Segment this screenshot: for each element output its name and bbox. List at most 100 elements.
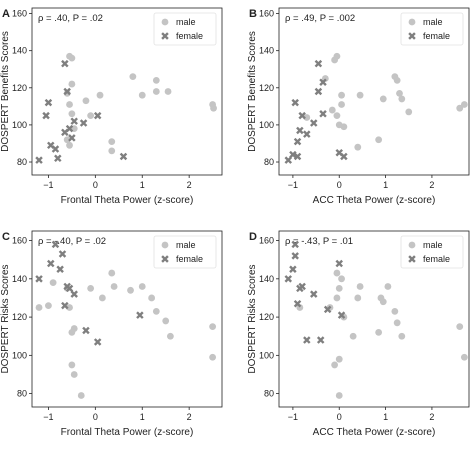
x-axis-label: ACC Theta Power (z-score)	[313, 427, 436, 438]
data-point-male	[333, 269, 341, 277]
data-point-male	[379, 95, 387, 103]
legend-label-female: female	[176, 254, 203, 264]
x-tick-label: 1	[383, 412, 388, 422]
data-point-male	[396, 89, 403, 97]
data-point-male	[335, 284, 343, 292]
y-axis-label: DOSPERT Benefits Scores	[0, 31, 11, 152]
data-point-male	[335, 392, 343, 399]
legend-label-male: male	[423, 240, 443, 250]
panel-letter: B	[249, 8, 257, 20]
data-point-male	[375, 136, 383, 144]
x-tick-label: 0	[93, 412, 98, 422]
legend-marker-female	[161, 255, 169, 263]
data-point-female	[93, 338, 102, 346]
data-point-male	[375, 328, 383, 336]
data-point-female	[323, 305, 332, 314]
y-axis-label: DOSPERT Risks Scores	[0, 264, 11, 373]
data-point-male	[335, 355, 343, 363]
data-point-female	[54, 154, 62, 163]
data-point-female	[42, 111, 50, 120]
series-female	[35, 59, 128, 164]
x-tick-label: −1	[288, 180, 298, 190]
data-point-male	[77, 392, 85, 399]
data-point-male	[152, 76, 160, 84]
legend-label-male: male	[176, 17, 196, 27]
data-point-male	[456, 104, 464, 112]
data-point-female	[119, 152, 128, 161]
panel-letter: A	[2, 8, 10, 20]
legend-marker-male	[408, 241, 416, 249]
x-tick-label: 0	[337, 180, 342, 190]
data-point-male	[45, 302, 52, 310]
data-point-female	[47, 259, 55, 268]
x-axis-label: Frontal Theta Power (z-score)	[61, 427, 194, 438]
data-point-female	[61, 59, 69, 68]
x-tick-label: −1	[288, 412, 298, 422]
legend: male female	[153, 235, 217, 269]
data-point-male	[63, 136, 71, 144]
data-point-male	[393, 76, 401, 84]
data-point-male	[66, 52, 73, 60]
data-point-male	[338, 101, 345, 108]
axes-frame	[278, 230, 470, 408]
data-point-male	[354, 294, 362, 302]
data-point-female	[51, 240, 60, 249]
y-tick-label: 100	[12, 350, 27, 360]
legend-marker-male	[408, 18, 416, 26]
legend: male female	[153, 12, 217, 46]
x-tick-label: −1	[43, 412, 53, 422]
x-tick-label: 2	[187, 180, 192, 190]
data-point-female	[303, 336, 311, 344]
legend-box	[400, 235, 464, 269]
y-tick-label: 120	[259, 83, 274, 93]
series-female	[284, 240, 346, 344]
data-point-male	[82, 97, 90, 105]
panel-letter: C	[2, 231, 10, 243]
x-axis-label: Frontal Theta Power (z-score)	[61, 195, 194, 206]
data-point-male	[456, 323, 464, 331]
data-point-male	[96, 91, 104, 99]
data-point-male	[49, 279, 57, 287]
data-point-female	[335, 259, 343, 268]
y-tick-label: 140	[259, 274, 274, 284]
data-point-female	[340, 152, 348, 161]
y-tick-label: 120	[259, 312, 274, 322]
data-point-male	[110, 283, 118, 290]
data-point-male	[162, 317, 170, 325]
data-point-male	[328, 106, 336, 114]
data-point-male	[210, 104, 217, 112]
stat-annotation: ρ = .49, P = .002	[285, 13, 355, 24]
data-point-male	[66, 101, 73, 108]
data-point-male	[379, 298, 387, 306]
series-male	[35, 269, 217, 399]
y-tick-label: 80	[17, 389, 27, 399]
x-tick-label: 0	[337, 412, 342, 422]
data-point-male	[354, 143, 362, 151]
data-point-male	[66, 304, 73, 311]
data-point-female	[289, 265, 297, 274]
x-tick-label: 1	[383, 180, 388, 190]
data-point-male	[398, 95, 406, 103]
axes-frame	[31, 230, 223, 408]
data-point-male	[356, 91, 364, 99]
data-point-male	[70, 371, 78, 378]
data-point-male	[405, 108, 413, 116]
data-point-female	[65, 284, 74, 293]
y-tick-label: 160	[12, 236, 27, 246]
data-point-male	[68, 80, 76, 88]
y-tick-label: 120	[12, 312, 27, 322]
data-point-female	[298, 282, 306, 291]
legend-label-female: female	[176, 31, 203, 41]
data-point-female	[314, 87, 323, 96]
data-point-male	[333, 112, 341, 120]
data-point-female	[291, 252, 299, 260]
x-tick-label: 1	[140, 412, 145, 422]
legend-marker-female	[408, 32, 416, 40]
data-point-female	[293, 137, 302, 146]
data-point-female	[58, 250, 67, 258]
data-point-male	[460, 101, 468, 108]
data-point-female	[35, 156, 43, 164]
data-point-male	[152, 307, 160, 315]
data-point-male	[108, 147, 116, 155]
